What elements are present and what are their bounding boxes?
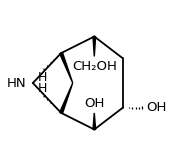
Text: OH: OH	[146, 101, 166, 114]
Polygon shape	[93, 37, 96, 56]
Text: H: H	[38, 71, 47, 84]
Text: HN: HN	[7, 77, 26, 89]
Text: CH₂OH: CH₂OH	[72, 60, 117, 73]
Polygon shape	[60, 53, 73, 83]
Polygon shape	[60, 83, 73, 113]
Polygon shape	[93, 113, 96, 129]
Text: H: H	[38, 82, 47, 95]
Text: OH: OH	[84, 97, 104, 110]
